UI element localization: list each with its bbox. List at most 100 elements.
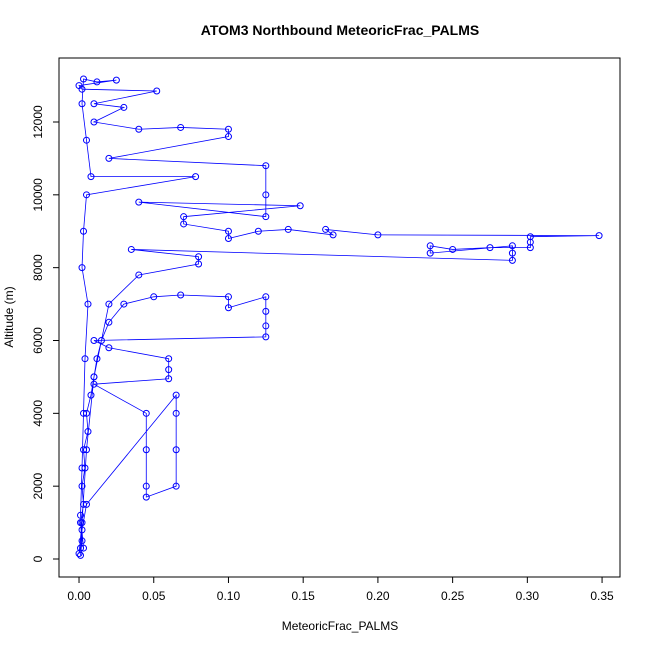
x-tick-label: 0.15 — [292, 589, 316, 603]
data-point — [75, 82, 83, 90]
data-point — [262, 213, 270, 221]
data-point — [486, 244, 494, 252]
y-tick-label: 4000 — [31, 400, 45, 427]
data-point — [81, 464, 89, 472]
data-point — [90, 380, 98, 388]
data-point — [195, 260, 203, 268]
data-point — [508, 256, 516, 264]
x-tick-label: 0.20 — [366, 589, 390, 603]
data-point — [90, 100, 98, 108]
data-point — [329, 231, 337, 239]
data-point — [90, 118, 98, 126]
data-point — [449, 245, 457, 253]
y-tick-label: 8000 — [31, 254, 45, 281]
data-point — [81, 355, 89, 363]
data-point — [97, 336, 105, 344]
data-point — [284, 225, 292, 233]
data-point — [322, 225, 330, 233]
data-point — [78, 464, 86, 472]
data-point — [224, 227, 232, 235]
data-point — [82, 500, 90, 508]
data-point — [135, 198, 143, 206]
y-tick-label: 6000 — [31, 327, 45, 354]
data-point — [142, 482, 150, 490]
data-point — [84, 428, 92, 436]
data-point — [262, 307, 270, 315]
data-point — [82, 409, 90, 417]
x-tick-label: 0.30 — [516, 589, 540, 603]
data-point — [172, 446, 180, 454]
data-point — [262, 322, 270, 330]
data-point — [78, 537, 86, 545]
x-axis-label: MeteoricFrac_PALMS — [282, 619, 398, 633]
data-point — [78, 482, 86, 490]
data-point — [224, 235, 232, 243]
data-point — [112, 76, 120, 84]
data-point — [374, 231, 382, 239]
data-point — [120, 300, 128, 308]
data-point — [105, 344, 113, 352]
plot-frame — [58, 57, 621, 578]
data-point — [508, 249, 516, 257]
data-point — [508, 242, 516, 250]
data-point — [90, 336, 98, 344]
data-point — [595, 232, 603, 240]
data-point — [224, 125, 232, 133]
data-point — [153, 87, 161, 95]
data-point — [78, 264, 86, 272]
data-point — [77, 551, 85, 559]
data-point — [192, 173, 200, 181]
data-point — [142, 493, 150, 501]
data-point — [93, 78, 101, 86]
data-point — [296, 202, 304, 210]
data-point — [224, 133, 232, 141]
data-point — [172, 391, 180, 399]
data-point — [80, 544, 88, 552]
x-tick-label: 0.35 — [590, 589, 614, 603]
data-point — [177, 291, 185, 299]
data-point — [180, 213, 188, 221]
x-tick-label: 0.05 — [142, 589, 166, 603]
data-point — [82, 136, 90, 144]
data-point — [177, 123, 185, 131]
data-point — [80, 227, 88, 235]
data-point — [90, 373, 98, 381]
data-point — [87, 173, 95, 181]
data-point — [82, 446, 90, 454]
data-point — [87, 391, 95, 399]
data-point — [127, 245, 135, 253]
data-point — [262, 293, 270, 301]
data-point — [262, 162, 270, 170]
chart-title: ATOM3 Northbound MeteoricFrac_PALMS — [201, 22, 479, 38]
data-point — [165, 355, 173, 363]
data-point — [105, 300, 113, 308]
data-point — [142, 409, 150, 417]
data-point — [195, 253, 203, 261]
data-point — [262, 333, 270, 341]
data-point — [82, 191, 90, 199]
data-point — [78, 519, 86, 527]
data-point — [78, 100, 86, 108]
data-point — [105, 318, 113, 326]
data-point — [80, 75, 88, 83]
data-point — [142, 446, 150, 454]
data-point — [526, 238, 534, 246]
x-tick-label: 0.00 — [67, 589, 91, 603]
y-axis-label: Altitude (m) — [2, 286, 16, 347]
y-tick-label: 12000 — [31, 105, 45, 139]
data-point — [77, 511, 85, 519]
data-point — [84, 300, 92, 308]
data-point — [80, 409, 88, 417]
data-point — [426, 242, 434, 250]
x-tick-label: 0.25 — [441, 589, 465, 603]
y-tick-label: 0 — [31, 555, 45, 562]
data-point — [75, 550, 83, 558]
data-point — [93, 355, 101, 363]
data-point — [105, 154, 113, 162]
x-tick-label: 0.10 — [217, 589, 241, 603]
data-point — [165, 366, 173, 374]
data-point — [526, 244, 534, 252]
data-point — [80, 500, 88, 508]
data-point — [135, 125, 143, 133]
